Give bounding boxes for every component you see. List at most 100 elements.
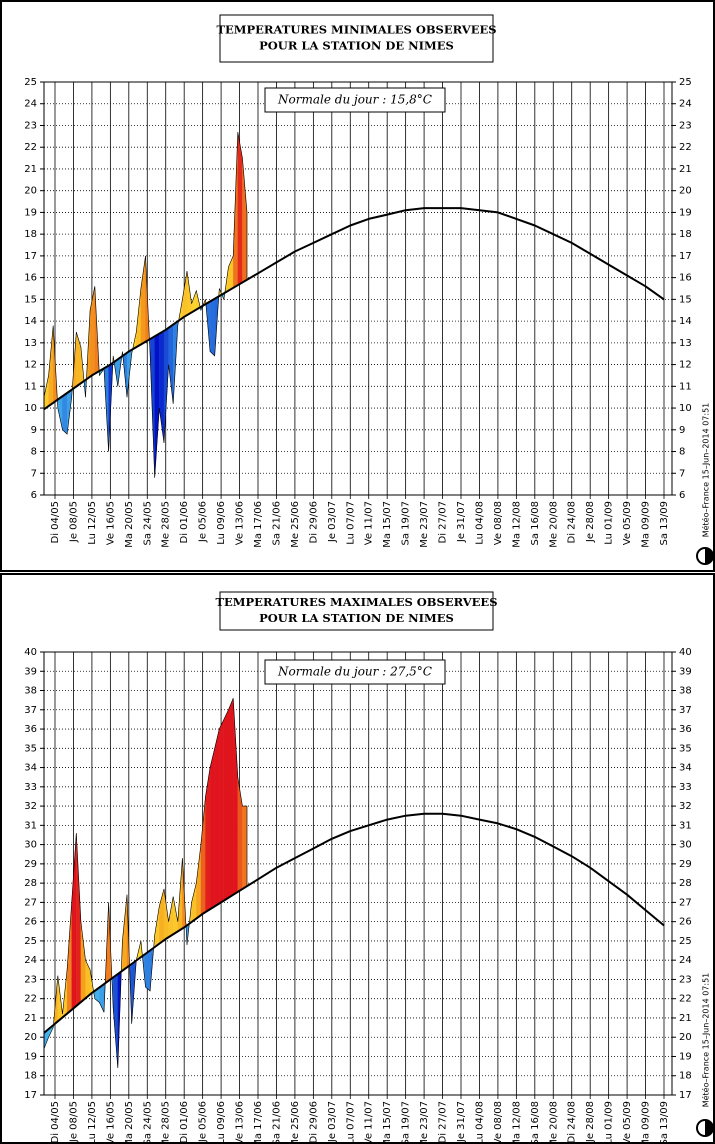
y-tick-label: 10 <box>679 403 692 414</box>
x-tick-label: Lu 09/06 <box>216 501 227 545</box>
x-tick-label: Sa 24/05 <box>142 1101 153 1144</box>
x-tick-label: Ma 15/07 <box>382 501 393 548</box>
observed-line <box>43 698 247 1069</box>
y-tick-label: 19 <box>679 207 692 218</box>
plot-frame <box>43 651 673 1096</box>
y-tick-label: 22 <box>24 994 37 1005</box>
annotation-box <box>264 659 446 685</box>
x-tick-label: Di 27/07 <box>438 501 449 543</box>
deviation-area <box>223 709 229 901</box>
y-tick-label: 25 <box>24 77 37 88</box>
y-tick-label: 24 <box>679 99 692 110</box>
x-tick-label: Lu 04/08 <box>474 1101 485 1144</box>
x-tick-label: Di 29/06 <box>308 1101 319 1143</box>
deviation-area <box>163 327 169 443</box>
normal-line <box>54 812 665 1025</box>
y-tick-label: 35 <box>679 743 692 754</box>
x-tick-label: Lu 07/07 <box>345 1101 356 1144</box>
x-tick-label: Ve 11/07 <box>364 501 375 545</box>
y-tick-label: 21 <box>679 164 692 175</box>
y-tick-label: 36 <box>24 724 37 735</box>
deviation-area <box>209 748 215 910</box>
y-tick-label: 36 <box>679 724 692 735</box>
y-tick-label: 17 <box>24 1090 37 1101</box>
y-tick-label: 6 <box>679 490 685 501</box>
x-tick-label: Ve 16/05 <box>105 501 116 545</box>
y-tick-label: 23 <box>679 120 692 131</box>
x-tick-label: Ma 17/06 <box>253 1101 264 1144</box>
x-tick-label: Ma 20/05 <box>124 1101 135 1144</box>
y-tick-label: 24 <box>24 99 37 110</box>
y-tick-label: 38 <box>24 686 37 697</box>
y-tick-label: 25 <box>24 936 37 947</box>
y-tick-label: 26 <box>24 917 37 928</box>
y-tick-label: 22 <box>679 994 692 1005</box>
deviation-area <box>242 805 248 890</box>
y-tick-label: 20 <box>24 186 37 197</box>
chart-subtitle: POUR LA STATION DE NIMES <box>259 611 454 625</box>
y-tick-label: 30 <box>679 840 692 851</box>
y-tick-label: 7 <box>679 468 685 479</box>
y-tick-label: 27 <box>24 897 37 908</box>
y-tick-label: 17 <box>24 251 37 262</box>
chart-subtitle: POUR LA STATION DE NIMES <box>259 39 454 53</box>
deviation-area <box>140 255 146 345</box>
x-tick-label: Sa 24/05 <box>142 501 153 545</box>
y-tick-label: 22 <box>679 142 692 153</box>
deviation-area <box>237 777 243 893</box>
y-tick-label: 19 <box>679 1051 692 1062</box>
plot-frame <box>43 81 673 496</box>
y-tick-label: 11 <box>24 381 37 392</box>
x-tick-label: Lu 09/06 <box>216 1101 227 1144</box>
y-tick-label: 32 <box>24 801 37 812</box>
x-tick-label: Ma 12/08 <box>511 1101 522 1144</box>
x-tick-label: Lu 12/05 <box>87 1101 98 1144</box>
y-tick-label: 18 <box>24 1071 37 1082</box>
x-tick-label: Lu 01/09 <box>604 1101 615 1144</box>
y-tick-label: 31 <box>24 820 37 831</box>
deviation-area <box>76 833 82 1007</box>
x-tick-label: Sa 21/06 <box>271 501 282 545</box>
x-tick-label: Je 31/07 <box>456 1101 467 1143</box>
deviation-area <box>205 767 211 913</box>
y-tick-label: 39 <box>24 666 37 677</box>
y-tick-label: 14 <box>24 316 37 327</box>
y-tick-label: 23 <box>679 974 692 985</box>
x-tick-label: Di 24/08 <box>567 1101 578 1143</box>
panel-frame <box>0 573 715 1144</box>
y-tick-label: 7 <box>31 468 37 479</box>
y-tick-label: 33 <box>679 782 692 793</box>
y-tick-label: 17 <box>679 251 692 262</box>
y-tick-label: 25 <box>679 936 692 947</box>
x-tick-label: Ve 08/08 <box>493 501 504 545</box>
chart-title: TEMPERATURES MAXIMALES OBSERVEES <box>215 595 497 609</box>
x-tick-label: Me 23/07 <box>419 501 430 548</box>
x-tick-label: Ve 13/06 <box>235 501 246 545</box>
y-tick-label: 18 <box>679 229 692 240</box>
x-tick-label: Me 20/08 <box>548 1101 559 1144</box>
x-tick-label: Sa 19/07 <box>401 501 412 545</box>
y-tick-label: 28 <box>24 878 37 889</box>
x-tick-label: Sa 16/08 <box>530 501 541 545</box>
y-tick-label: 34 <box>679 763 692 774</box>
x-tick-label: Sa 13/09 <box>659 1101 670 1144</box>
x-tick-label: Ma 17/06 <box>253 501 264 548</box>
normal-line <box>54 207 665 403</box>
x-tick-label: Me 28/05 <box>161 501 172 548</box>
deviation-area <box>242 158 248 283</box>
deviation-area <box>228 698 234 898</box>
title-box <box>219 14 494 63</box>
y-tick-label: 29 <box>679 859 692 870</box>
y-tick-label: 6 <box>31 490 37 501</box>
x-tick-label: Je 08/05 <box>68 501 79 543</box>
deviation-area <box>71 833 77 1011</box>
deviation-area <box>89 286 95 377</box>
deviation-area <box>233 698 238 896</box>
deviation-area <box>80 921 86 1003</box>
y-tick-label: 12 <box>679 360 692 371</box>
x-tick-label: Ma 15/07 <box>382 1101 393 1144</box>
y-tick-label: 37 <box>679 705 692 716</box>
x-tick-label: Ve 16/05 <box>105 1101 116 1144</box>
deviation-area <box>43 375 49 410</box>
